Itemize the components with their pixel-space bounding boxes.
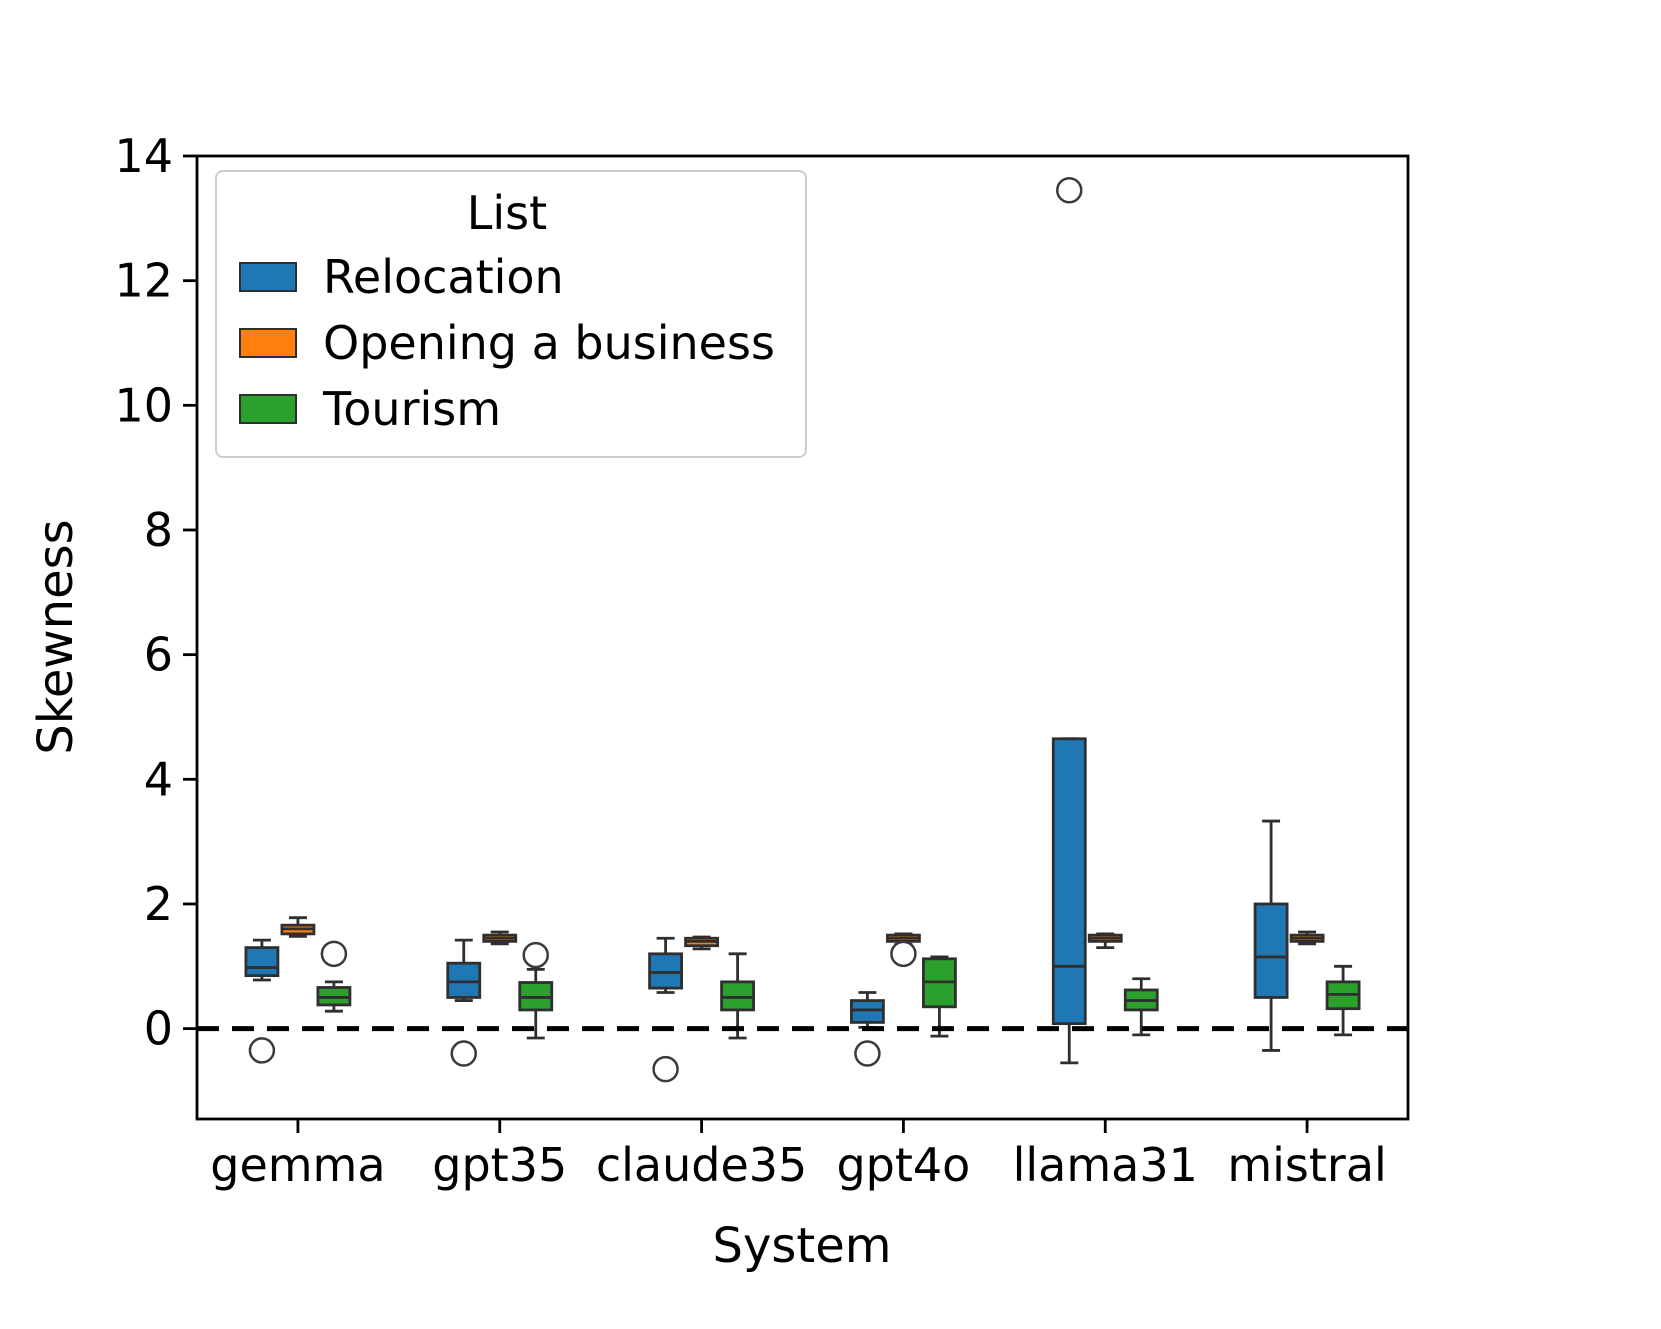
y-axis-label: Skewness xyxy=(28,519,84,754)
y-tick-label: 10 xyxy=(114,378,173,432)
outlier-marker xyxy=(522,941,549,969)
legend-item-opening-a-business: Opening a business xyxy=(239,316,775,370)
legend: List Relocation Opening a business Touri… xyxy=(215,170,807,458)
x-axis-label: System xyxy=(713,1218,892,1274)
box-relocation-gpt35 xyxy=(446,961,482,999)
legend-swatch-relocation xyxy=(239,262,297,292)
y-tick-label: 4 xyxy=(144,752,173,806)
box-relocation-mistral xyxy=(1253,902,1289,999)
x-tick-label: llama31 xyxy=(1013,1138,1198,1192)
y-tick-label: 12 xyxy=(114,254,173,308)
legend-item-tourism: Tourism xyxy=(239,382,775,436)
legend-item-relocation: Relocation xyxy=(239,250,775,304)
legend-swatch-tourism xyxy=(239,394,297,424)
x-tick-label: claude35 xyxy=(596,1138,807,1192)
box-relocation-gemma xyxy=(244,946,280,978)
y-tick-label: 0 xyxy=(144,1002,173,1056)
box-tourism-claude35 xyxy=(720,980,755,1012)
outlier-marker xyxy=(652,1055,679,1083)
box-relocation-claude35 xyxy=(648,952,683,990)
outlier-marker xyxy=(890,940,917,968)
outlier-marker xyxy=(854,1040,881,1067)
x-tick-label: mistral xyxy=(1227,1138,1386,1192)
outlier-marker xyxy=(1056,177,1083,204)
y-tick-label: 8 xyxy=(144,503,173,557)
legend-swatch-opening-a-business xyxy=(239,328,297,358)
outlier-marker xyxy=(248,1037,276,1064)
legend-label-tourism: Tourism xyxy=(323,382,502,436)
outlier-marker xyxy=(450,1040,477,1067)
x-tick-label: gemma xyxy=(210,1138,385,1192)
plot-area: 0 2 4 6 8 10 12 14 gemma gpt35 claude35 gpt4o llama3… xyxy=(114,129,1410,1192)
legend-label-relocation: Relocation xyxy=(323,250,564,304)
legend-label-opening-a-business: Opening a business xyxy=(323,316,775,370)
y-tick-label: 2 xyxy=(144,877,173,931)
outlier-marker xyxy=(320,940,348,968)
y-tick-label: 14 xyxy=(114,129,173,183)
legend-title: List xyxy=(466,186,548,240)
box-relocation-gpt4o xyxy=(850,999,885,1024)
plot-border xyxy=(195,154,1410,1121)
box-relocation-llama31 xyxy=(1051,737,1087,1026)
y-tick-label: 6 xyxy=(144,628,173,682)
x-tick-label: gpt4o xyxy=(836,1138,970,1192)
x-tick-label: gpt35 xyxy=(432,1138,567,1192)
